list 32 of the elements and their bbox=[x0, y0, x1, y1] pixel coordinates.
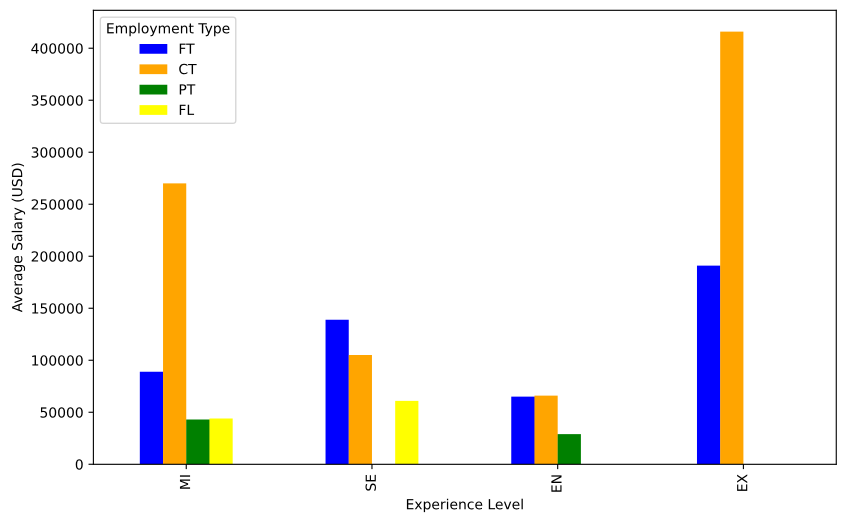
bar bbox=[209, 418, 233, 464]
bar bbox=[511, 396, 534, 464]
y-tick-label: 150000 bbox=[32, 303, 83, 314]
bar bbox=[696, 266, 720, 464]
y-tick-label: 250000 bbox=[32, 199, 83, 210]
legend-title: Employment Type bbox=[107, 22, 230, 36]
y-tick-label: 100000 bbox=[32, 355, 83, 366]
legend-label: PT bbox=[180, 84, 196, 94]
y-tick-label: 50000 bbox=[40, 407, 83, 418]
y-tick-label: 400000 bbox=[31, 43, 83, 54]
bar bbox=[186, 420, 210, 464]
bar bbox=[558, 434, 581, 464]
bar bbox=[395, 400, 418, 464]
y-tick-label: 0 bbox=[76, 459, 83, 470]
legend-label: CT bbox=[179, 64, 197, 74]
x-tick-label: MI bbox=[180, 475, 190, 489]
x-tick-label: SE bbox=[365, 474, 376, 491]
bar bbox=[326, 320, 349, 464]
x-tick-label: EX bbox=[737, 474, 748, 491]
y-tick-label: 200000 bbox=[32, 251, 83, 262]
bar bbox=[348, 355, 372, 464]
x-axis-title: Experience Level bbox=[406, 498, 523, 512]
x-tick-label: EN bbox=[551, 475, 562, 492]
legend-label: FT bbox=[180, 44, 195, 54]
bar bbox=[140, 372, 164, 464]
y-tick-label: 350000 bbox=[32, 95, 83, 106]
y-axis-title: Average Salary (USD) bbox=[12, 163, 26, 312]
y-tick-label: 300000 bbox=[32, 147, 83, 158]
bar bbox=[720, 32, 744, 464]
bar bbox=[534, 396, 558, 464]
bar bbox=[163, 183, 186, 464]
legend-label: FL bbox=[180, 104, 194, 115]
